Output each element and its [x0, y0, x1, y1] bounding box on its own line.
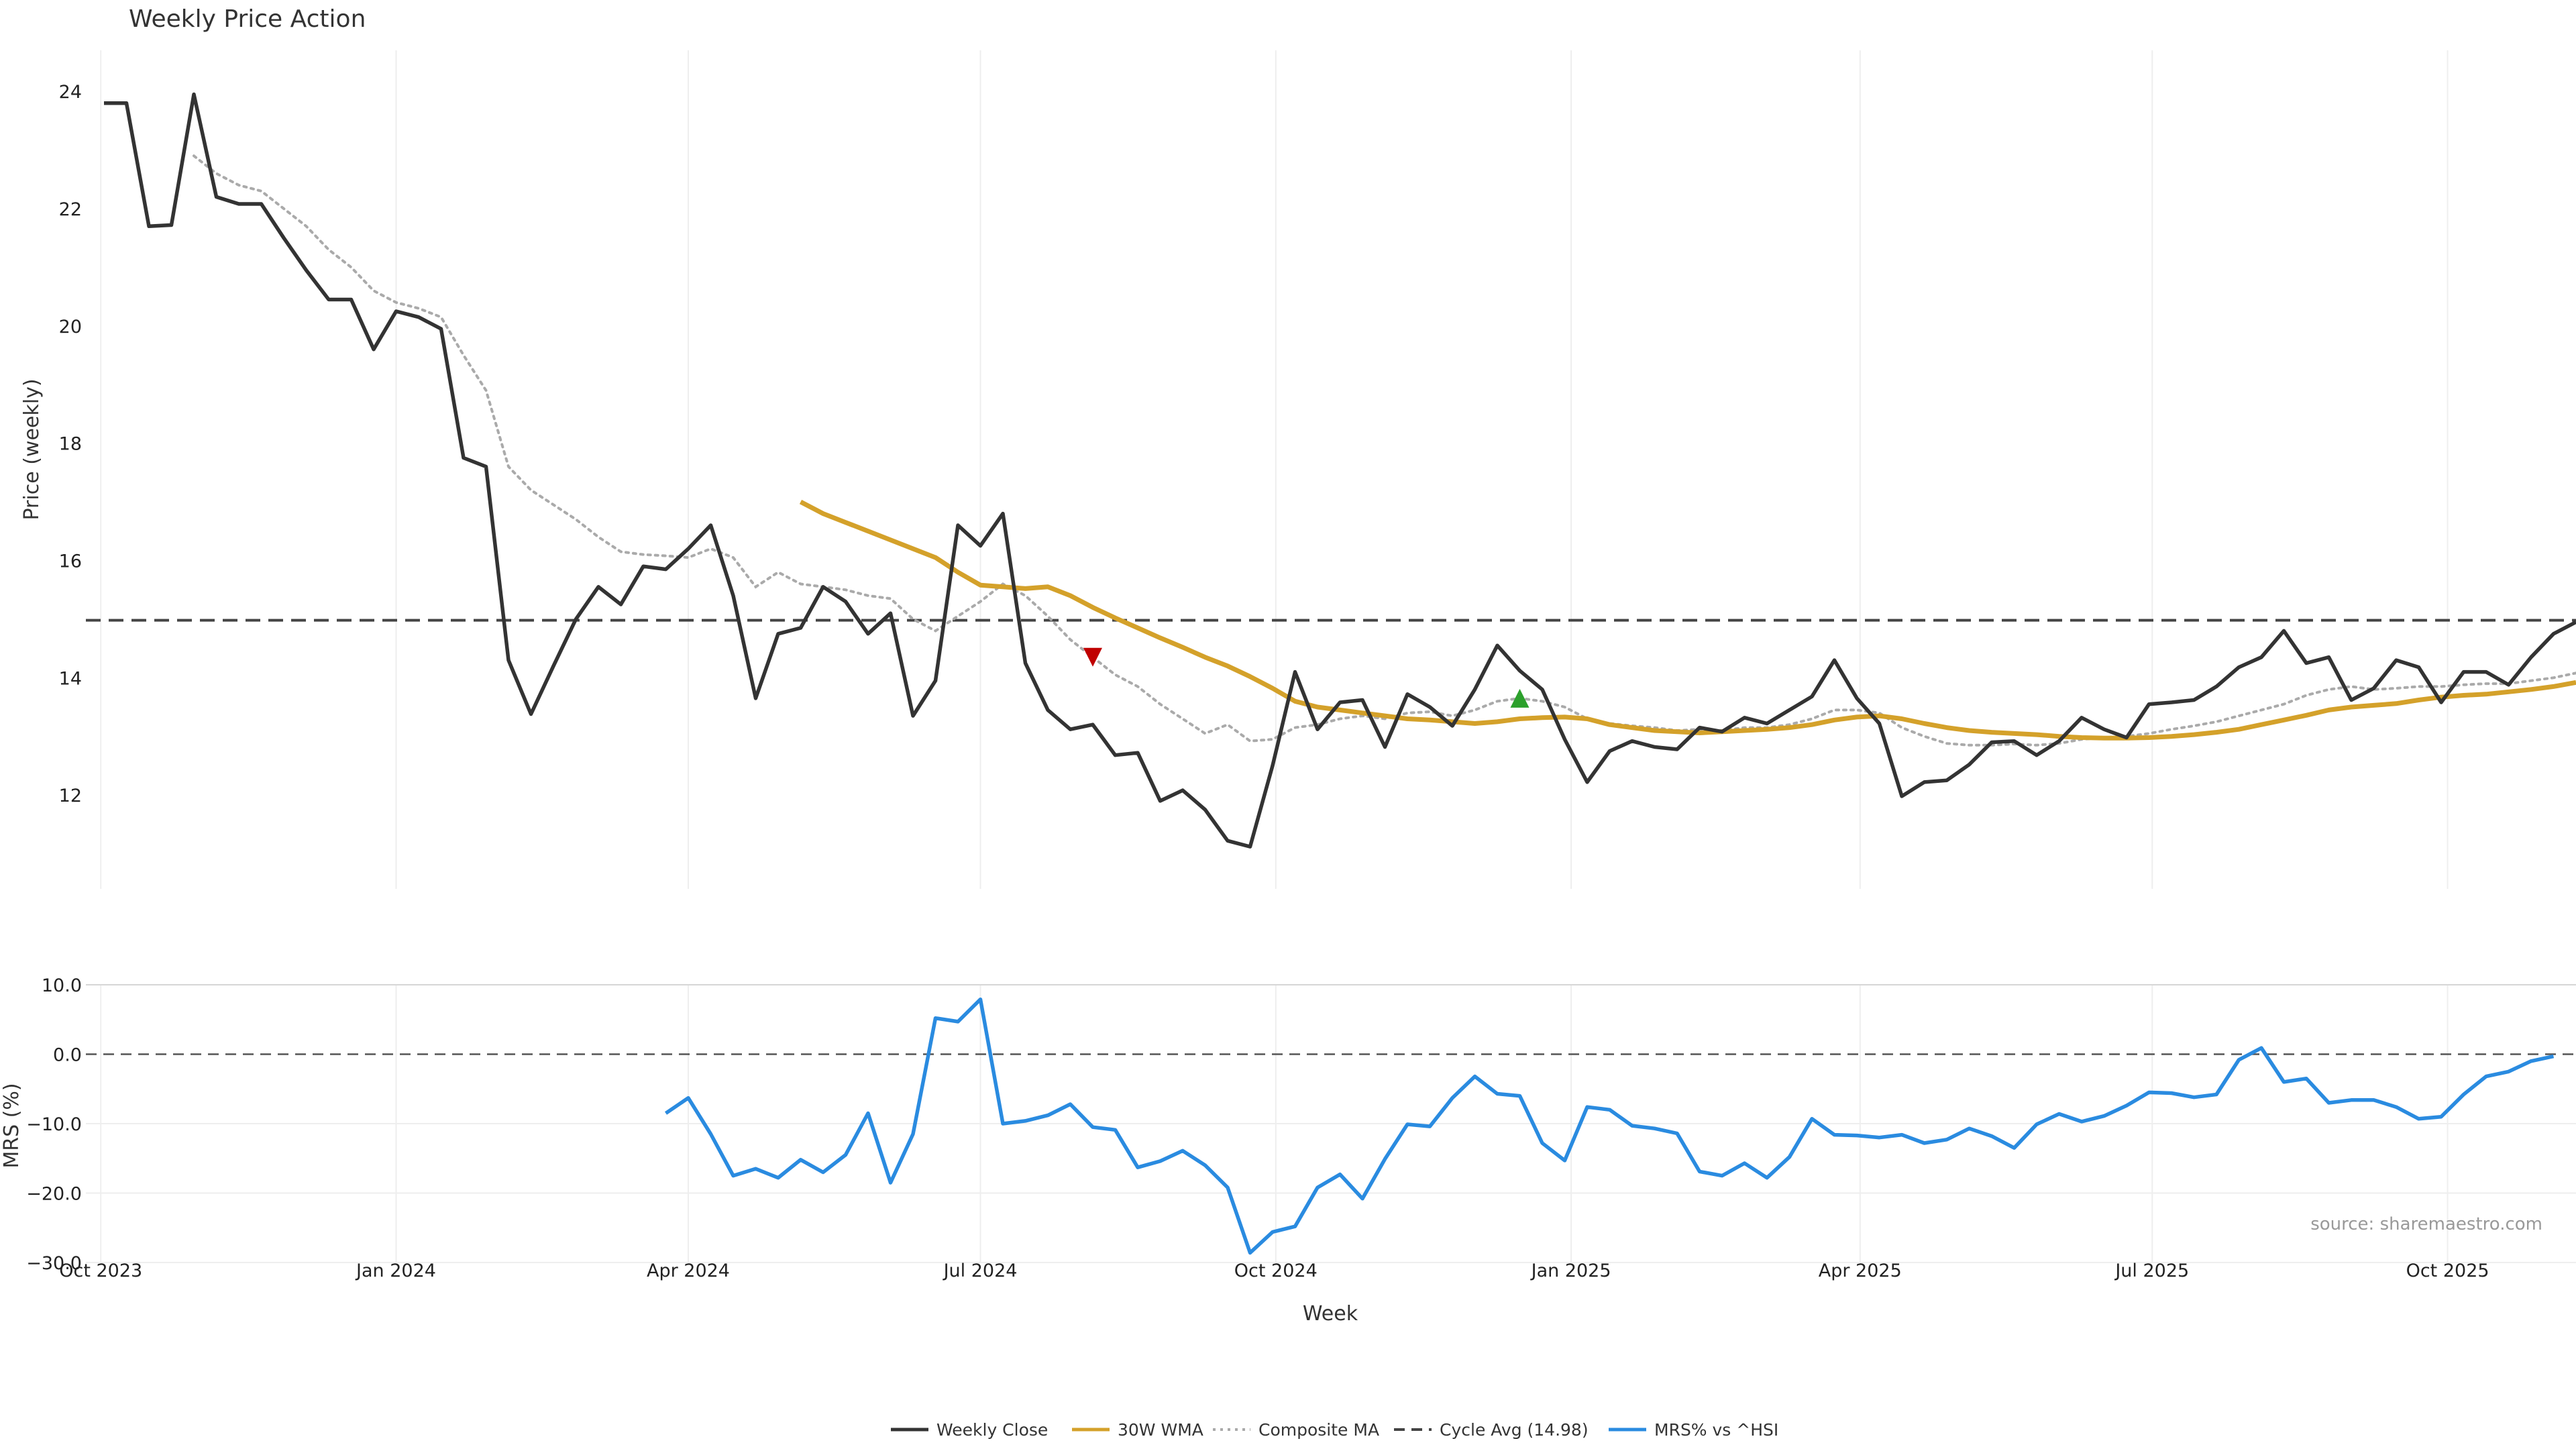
composite-ma-line — [193, 154, 2576, 747]
legend-label: MRS% vs ^HSI — [1654, 1420, 1778, 1440]
legend-label: Weekly Close — [936, 1420, 1048, 1440]
price-y-tick-label: 24 — [59, 82, 82, 103]
legend-label: Cycle Avg (14.98) — [1440, 1420, 1589, 1440]
mrs-grid — [86, 984, 2576, 1263]
x-tick-label: Apr 2024 — [647, 1260, 730, 1281]
x-axis: Oct 2023 Jan 2024 Apr 2024 Jul 2024 Oct 2024… — [59, 1260, 2489, 1281]
mrs-y-tick-label: −20.0 — [26, 1184, 82, 1205]
legend-item: Composite MA — [1213, 1420, 1379, 1440]
mrs-line — [664, 997, 2555, 1255]
mrs-y-tick-label: −30.0 — [26, 1253, 82, 1274]
legend-item: Weekly Close — [891, 1420, 1048, 1440]
mrs-y-axis-label: MRS (%) — [0, 1083, 23, 1168]
mrs-y-tick-label: 0.0 — [53, 1045, 82, 1066]
x-tick-label: Oct 2024 — [1234, 1260, 1318, 1281]
price-grid — [100, 50, 2449, 889]
legend-item: Cycle Avg (14.98) — [1394, 1420, 1589, 1440]
legend: Weekly Close 30W WMA Composite MA Cycle Avg… — [891, 1420, 1778, 1440]
mrs-y-axis: 10.0 0.0 −10.0 −20.0 −30.0 — [26, 975, 82, 1274]
x-tick-label: Jan 2025 — [1530, 1260, 1611, 1281]
wma-30w-line — [799, 499, 2576, 741]
x-tick-label: Oct 2025 — [2406, 1260, 2489, 1281]
price-y-tick-label: 20 — [59, 317, 82, 337]
price-y-tick-label: 14 — [59, 668, 82, 689]
price-y-axis: 12 14 16 18 20 22 24 — [59, 82, 82, 806]
price-y-tick-label: 22 — [59, 199, 82, 220]
legend-item: 30W WMA — [1072, 1420, 1203, 1440]
legend-item: MRS% vs ^HSI — [1609, 1420, 1778, 1440]
price-y-tick-label: 16 — [59, 551, 82, 572]
mrs-y-tick-label: 10.0 — [42, 975, 82, 996]
x-tick-label: Apr 2025 — [1819, 1260, 1902, 1281]
mrs-y-tick-label: −10.0 — [26, 1114, 82, 1135]
x-tick-label: Oct 2023 — [59, 1260, 142, 1281]
x-tick-label: Jul 2025 — [2114, 1260, 2189, 1281]
x-axis-label: Week — [1303, 1302, 1358, 1326]
price-y-tick-label: 12 — [59, 786, 82, 806]
sell-signal-marker — [1083, 647, 1102, 667]
weekly-close-line — [104, 92, 2576, 849]
x-tick-label: Jul 2024 — [943, 1260, 1018, 1281]
price-y-tick-label: 18 — [59, 434, 82, 455]
chart-title: Weekly Price Action — [129, 5, 366, 33]
buy-signal-marker — [1510, 688, 1529, 708]
legend-label: 30W WMA — [1118, 1420, 1203, 1440]
x-tick-label: Jan 2024 — [355, 1260, 436, 1281]
source-note: source: sharemaestro.com — [2310, 1214, 2542, 1234]
price-y-axis-label: Price (weekly) — [20, 378, 44, 520]
legend-label: Composite MA — [1258, 1420, 1379, 1440]
